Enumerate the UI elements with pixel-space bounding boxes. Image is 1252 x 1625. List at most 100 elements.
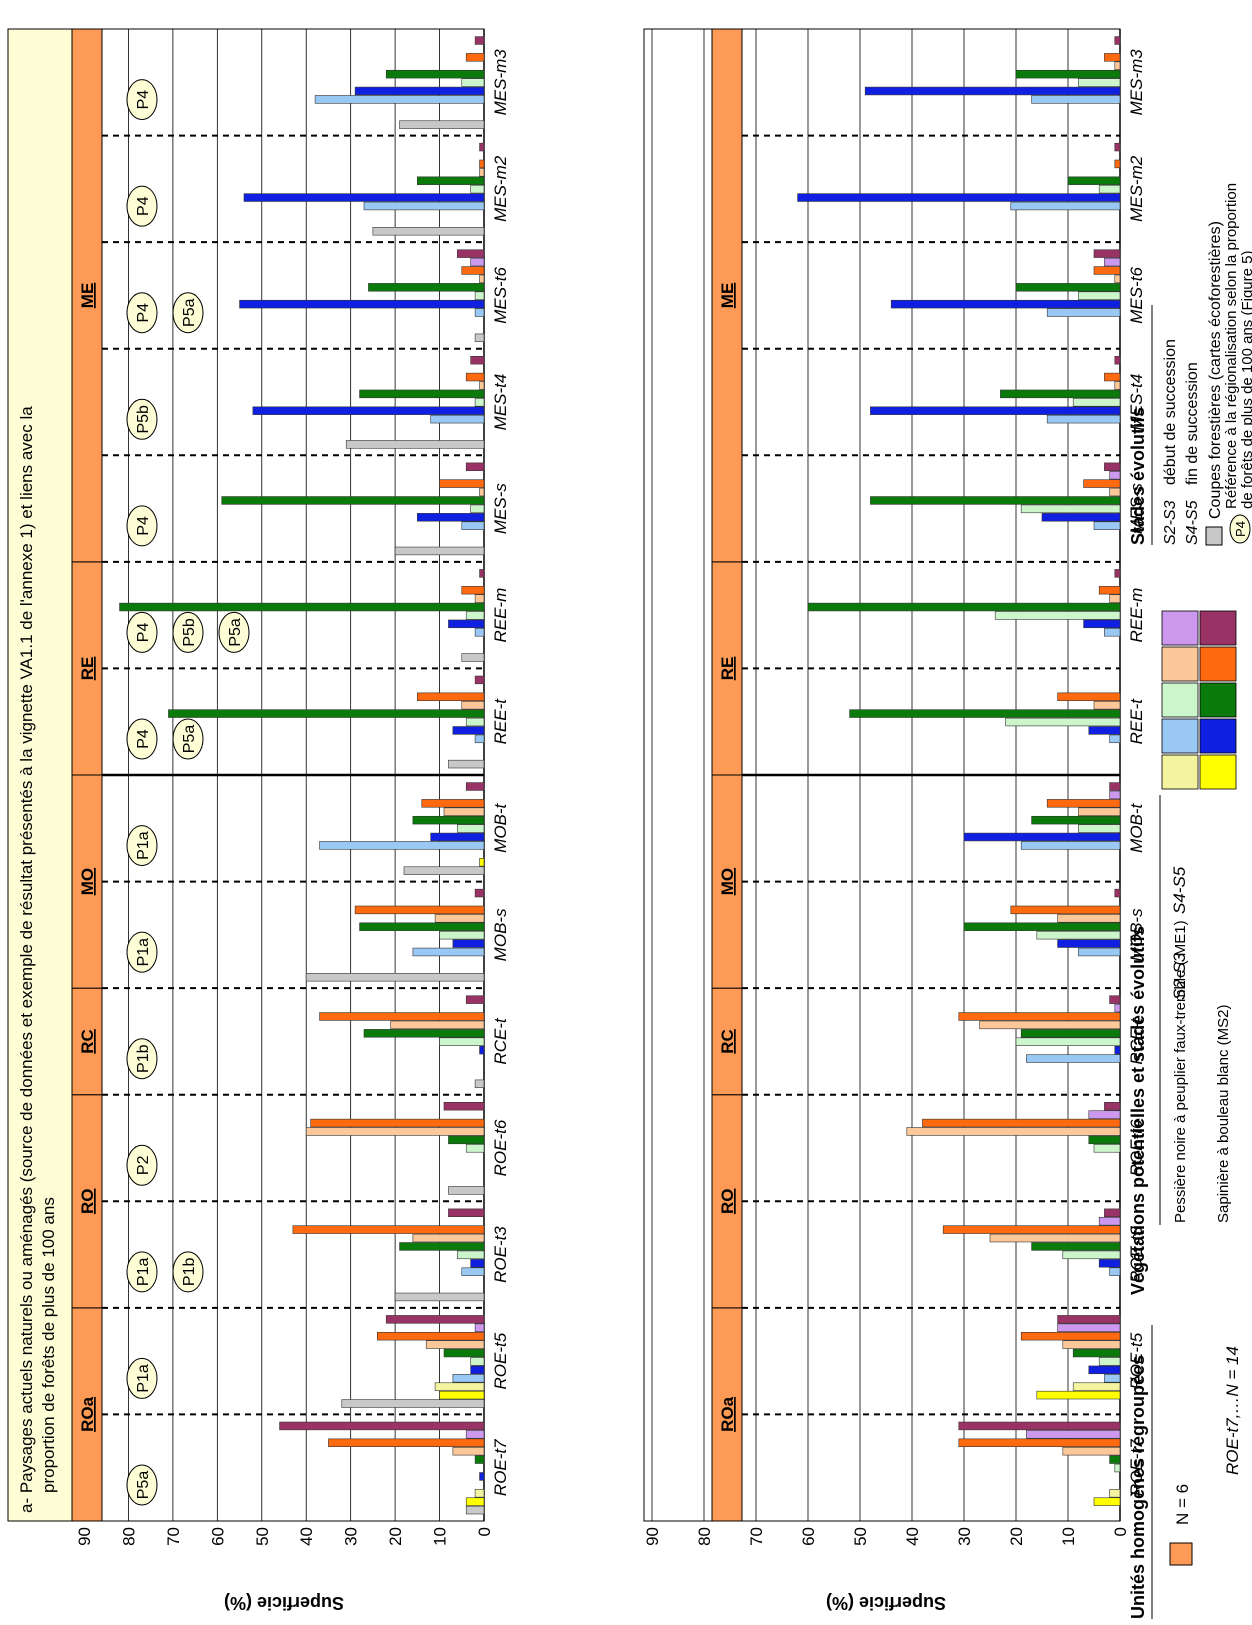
bar xyxy=(368,283,485,292)
bar xyxy=(1020,504,1121,514)
y-tick-label: 40 xyxy=(297,1527,316,1546)
region-badge-label: P5a xyxy=(181,298,198,327)
bar xyxy=(797,193,1121,202)
group-header-label: ME xyxy=(718,283,737,309)
y-tick-label: 10 xyxy=(431,1527,450,1546)
bar xyxy=(1026,1430,1121,1439)
bar xyxy=(870,496,1121,505)
region-badge xyxy=(126,825,158,867)
bar xyxy=(461,78,485,87)
bar xyxy=(958,1438,1121,1447)
x-tick-label: ROE-t6 xyxy=(491,1119,510,1176)
group-header-label: RC xyxy=(718,1029,737,1054)
y-tick-label: 60 xyxy=(208,1527,227,1546)
legend-n14: ROE-t7,…N = 14 xyxy=(1223,1346,1242,1475)
bar xyxy=(1114,1003,1121,1013)
bar xyxy=(305,973,485,982)
y-tick-label: 10 xyxy=(1059,1527,1078,1546)
x-tick-label: MES-s xyxy=(491,483,510,535)
bar xyxy=(457,249,485,258)
bar xyxy=(989,1233,1121,1243)
region-badge-label: P4 xyxy=(135,729,152,749)
y-tick-label: 40 xyxy=(903,1527,922,1546)
bar xyxy=(465,1430,485,1439)
bar xyxy=(864,86,1121,96)
bar xyxy=(1005,717,1121,727)
bar xyxy=(1104,1102,1121,1111)
bar xyxy=(1098,585,1121,595)
y-tick-label: 0 xyxy=(1111,1527,1130,1536)
y-tick-label: 90 xyxy=(75,1527,94,1546)
y-tick-label: 50 xyxy=(851,1527,870,1546)
bar xyxy=(1104,1208,1121,1218)
bar xyxy=(452,1374,485,1383)
x-tick-label: MES-t4 xyxy=(1127,374,1146,431)
bar xyxy=(1046,414,1121,424)
bar xyxy=(443,1348,485,1358)
bar xyxy=(890,299,1121,309)
bar xyxy=(448,619,485,629)
y-tick-label: 60 xyxy=(799,1527,818,1546)
bar xyxy=(474,1079,485,1089)
x-tick-label: ROE-t7 xyxy=(1127,1439,1146,1496)
bar xyxy=(479,274,485,284)
bar xyxy=(448,759,485,769)
bar xyxy=(328,1438,485,1447)
bar xyxy=(1098,1259,1121,1268)
x-tick-label: MOB-s xyxy=(491,908,510,961)
x-tick-label: MOB-t xyxy=(491,802,510,852)
bar xyxy=(1088,726,1121,735)
region-badge-label: P4 xyxy=(135,196,152,216)
panel-a: a- Paysages actuels naturels ou aménagés… xyxy=(7,28,510,1613)
region-badge-label: P1a xyxy=(135,1364,152,1393)
bar xyxy=(430,414,485,424)
bar xyxy=(465,1144,485,1153)
bar xyxy=(922,1118,1121,1128)
bar xyxy=(870,406,1121,415)
bar xyxy=(474,888,485,898)
legend-swatch-s45 xyxy=(1199,754,1237,790)
legend-coupes-text: Coupes forestières (cartes écoforestière… xyxy=(1207,221,1224,519)
region-badge-label: P4 xyxy=(135,90,152,110)
bar xyxy=(412,1233,485,1243)
bar xyxy=(314,95,485,104)
bar xyxy=(461,1267,485,1276)
y-tick-label: 30 xyxy=(955,1527,974,1546)
x-tick-label: MES-t6 xyxy=(491,267,510,324)
bar xyxy=(461,700,485,710)
bar xyxy=(1109,1267,1121,1276)
legend-swatch-s45 xyxy=(1199,682,1237,718)
region-badge xyxy=(172,611,204,653)
bar xyxy=(1020,1029,1121,1038)
region-badge xyxy=(126,931,158,973)
y-tick-label: 20 xyxy=(1007,1527,1026,1546)
bar xyxy=(1088,1135,1121,1145)
region-badge xyxy=(218,611,250,653)
bar xyxy=(465,1505,485,1515)
bar xyxy=(1104,372,1121,382)
bar xyxy=(1057,914,1121,923)
bar xyxy=(377,1331,485,1341)
bar xyxy=(1109,487,1121,497)
y-tick-label: 90 xyxy=(643,1527,662,1546)
region-badge xyxy=(126,1464,158,1506)
bar xyxy=(119,602,485,612)
bar xyxy=(417,176,485,185)
x-tick-label: ROE-t7 xyxy=(491,1439,510,1496)
bar xyxy=(341,1399,485,1408)
bar xyxy=(1098,1217,1121,1226)
bar xyxy=(417,692,485,701)
bar xyxy=(434,1382,485,1391)
x-tick-label: MOB-s xyxy=(1127,908,1146,961)
legend-unit-swatch xyxy=(1169,1542,1193,1566)
region-badge-label: P1a xyxy=(135,1258,152,1287)
region-badge xyxy=(126,505,158,547)
region-badge-label: P5b xyxy=(135,405,152,434)
bar xyxy=(452,1446,485,1456)
bar xyxy=(372,227,485,236)
bar xyxy=(1010,905,1121,915)
bar xyxy=(1000,389,1121,399)
region-badge xyxy=(172,292,204,334)
bar xyxy=(1114,888,1121,898)
y-tick-label: 30 xyxy=(342,1527,361,1546)
